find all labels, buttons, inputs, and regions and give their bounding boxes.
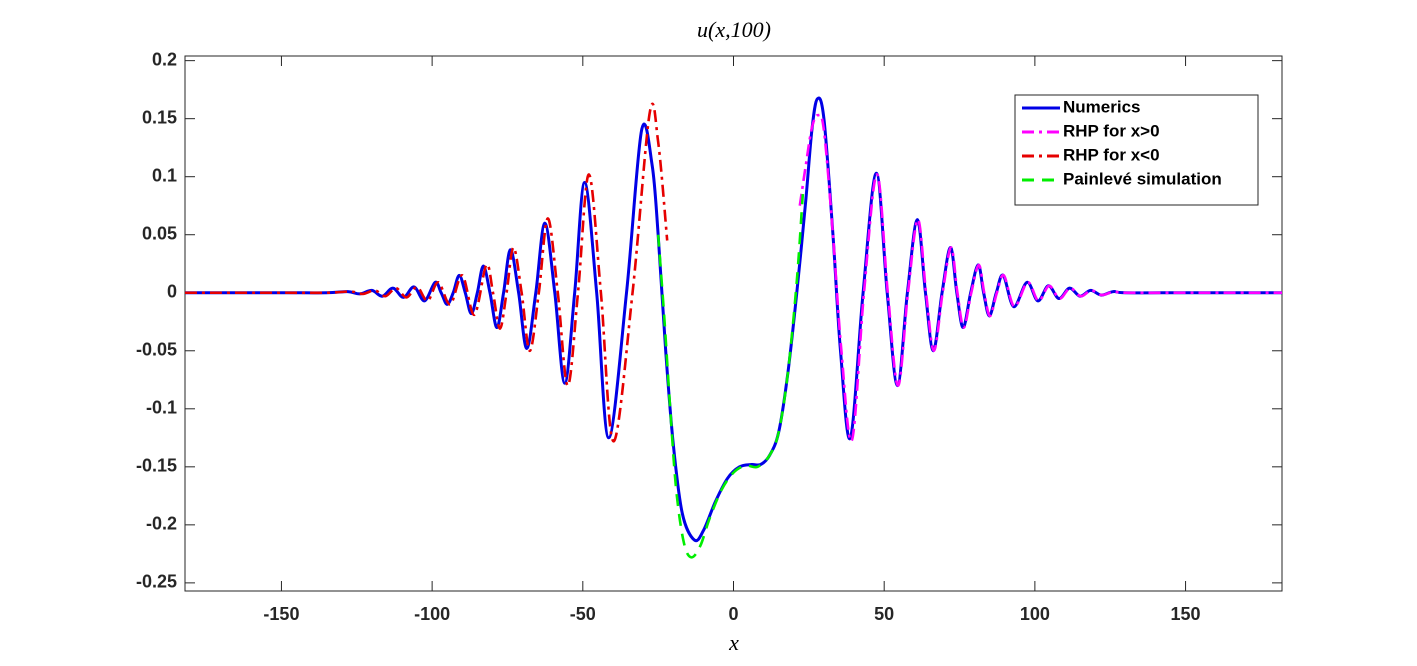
legend-label: RHP for x<0 [1063, 145, 1160, 164]
line [798, 113, 1282, 443]
line [185, 102, 669, 443]
x-tick-label: 50 [874, 604, 894, 624]
y-tick-label: 0 [167, 281, 177, 301]
y-tick-label: 0.15 [142, 107, 177, 127]
y-tick-label: 0.1 [152, 165, 177, 185]
line [656, 194, 805, 559]
y-tick-label: -0.25 [136, 572, 177, 592]
x-tick-label: -150 [263, 604, 299, 624]
x-axis-label: x [728, 630, 739, 655]
legend-label: Painlevé simulation [1063, 169, 1222, 188]
y-tick-label: -0.05 [136, 340, 177, 360]
y-tick-label: -0.1 [146, 398, 177, 418]
y-tick-label: 0.05 [142, 223, 177, 243]
legend [1014, 94, 1259, 206]
legend-label: Numerics [1063, 97, 1140, 116]
y-tick-label: 0.2 [152, 49, 177, 69]
x-tick-label: 0 [728, 604, 738, 624]
legend-label: RHP for x>0 [1063, 121, 1160, 140]
x-tick-label: 100 [1020, 604, 1050, 624]
x-tick-label: 150 [1171, 604, 1201, 624]
y-tick-label: -0.15 [136, 456, 177, 476]
y-tick-label: -0.2 [146, 514, 177, 534]
chart-title: u(x,100) [697, 17, 771, 42]
x-tick-label: -50 [570, 604, 596, 624]
x-tick-label: -100 [414, 604, 450, 624]
